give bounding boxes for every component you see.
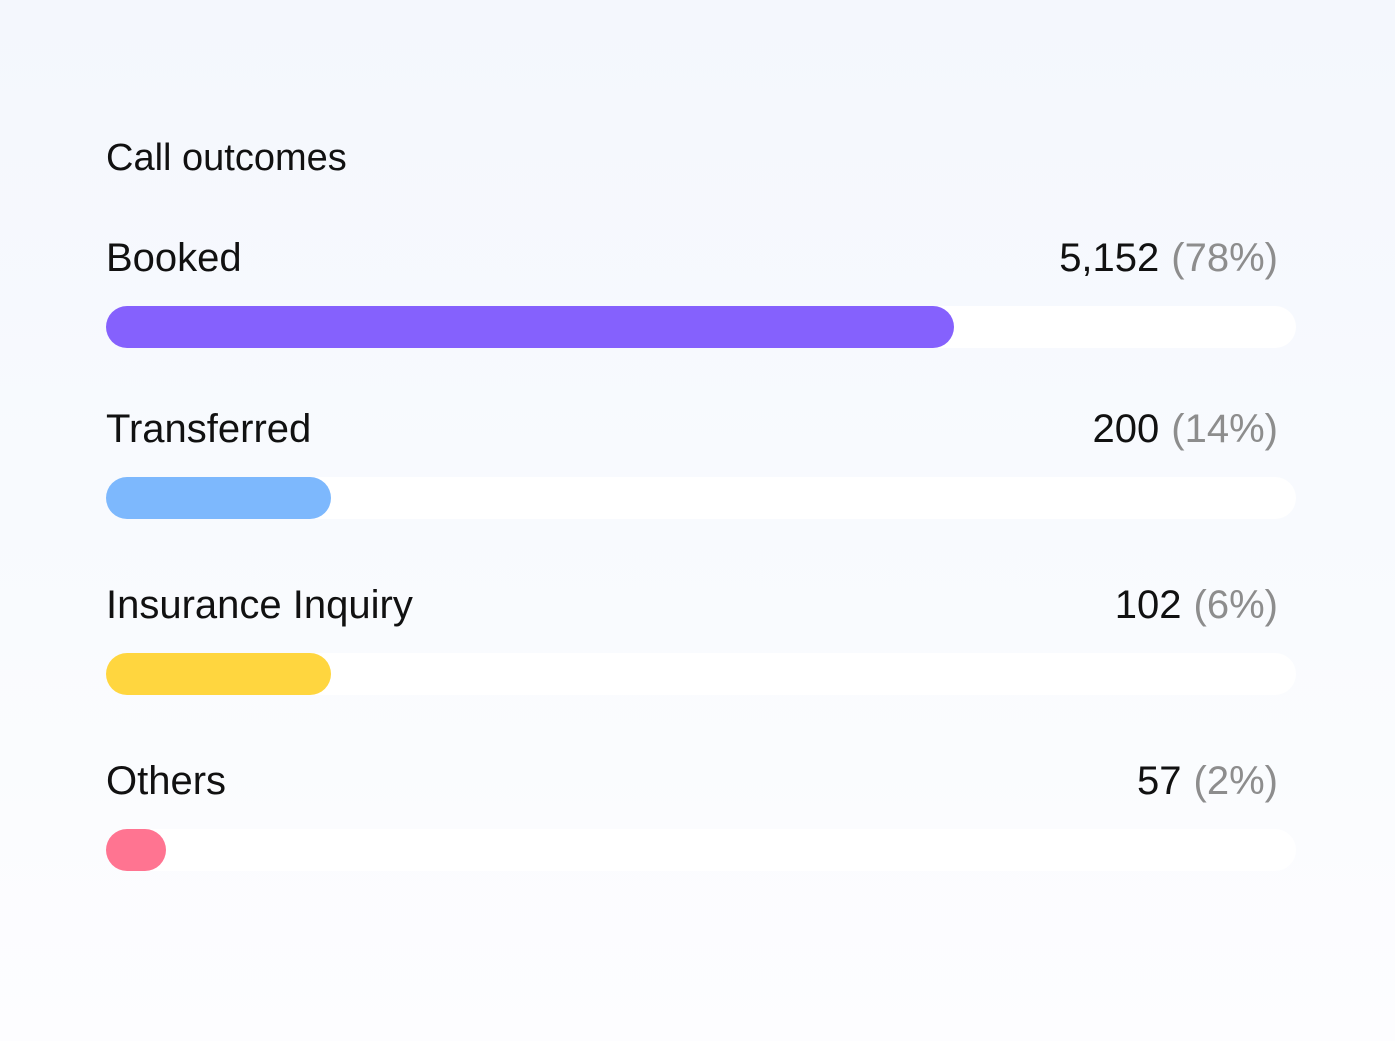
- progress-fill-insurance-inquiry: [106, 653, 331, 695]
- outcome-value: 57 (2%): [1137, 755, 1278, 807]
- outcome-percent: (6%): [1193, 583, 1278, 627]
- progress-fill-booked: [106, 306, 955, 348]
- outcome-row-header: Insurance Inquiry 102 (6%): [106, 579, 1296, 631]
- outcome-label: Transferred: [106, 407, 312, 451]
- outcome-row-others: Others 57 (2%): [106, 755, 1296, 875]
- outcome-row-header: Others 57 (2%): [106, 755, 1296, 807]
- outcome-row-header: Transferred 200 (14%): [106, 403, 1296, 455]
- outcome-value: 102 (6%): [1115, 579, 1278, 631]
- outcome-label: Booked: [106, 236, 242, 280]
- card-title: Call outcomes: [106, 137, 347, 179]
- progress-fill-transferred: [106, 477, 331, 519]
- progress-track: [106, 477, 1296, 519]
- outcome-count: 5,152: [1059, 236, 1160, 280]
- outcome-count: 102: [1114, 583, 1182, 627]
- progress-track: [106, 653, 1296, 695]
- outcome-row-transferred: Transferred 200 (14%): [106, 403, 1296, 523]
- progress-track: [106, 829, 1296, 871]
- outcome-row-booked: Booked 5,152 (78%): [106, 232, 1296, 352]
- progress-track: [106, 306, 1296, 348]
- outcome-percent: (78%): [1171, 236, 1278, 280]
- outcome-count: 200: [1092, 407, 1160, 451]
- outcome-value: 5,152 (78%): [1059, 232, 1278, 284]
- outcome-count: 57: [1137, 759, 1182, 803]
- outcome-row-header: Booked 5,152 (78%): [106, 232, 1296, 284]
- outcome-label: Insurance Inquiry: [106, 583, 413, 627]
- outcome-percent: (14%): [1171, 407, 1278, 451]
- outcome-percent: (2%): [1193, 759, 1278, 803]
- outcome-label: Others: [106, 759, 227, 803]
- outcome-row-insurance-inquiry: Insurance Inquiry 102 (6%): [106, 579, 1296, 699]
- outcome-value: 200 (14%): [1093, 403, 1278, 455]
- progress-fill-others: [106, 829, 166, 871]
